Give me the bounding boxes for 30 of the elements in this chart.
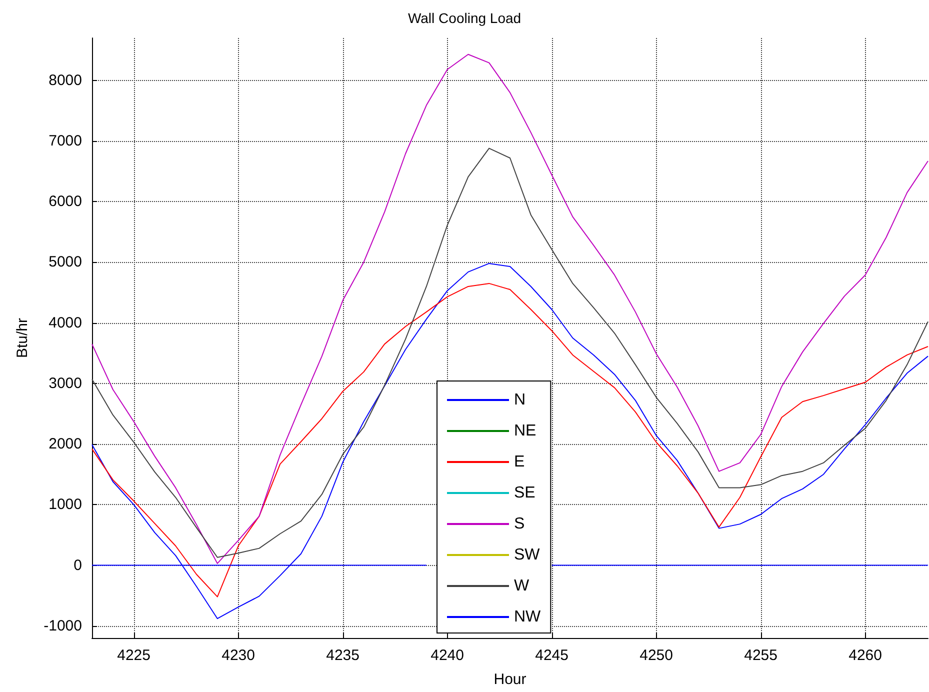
legend-label: SW	[514, 546, 541, 564]
x-tick-label: 4260	[848, 647, 882, 664]
x-tick-label: 4235	[326, 647, 360, 664]
legend-label: NE	[514, 422, 536, 440]
y-tick-label: 4000	[48, 314, 82, 332]
legend-label: W	[514, 578, 530, 594]
y-tick-label: 8000	[48, 72, 82, 89]
x-tick-label: 4245	[535, 647, 568, 664]
y-axis-title: Btu/hr	[14, 318, 31, 358]
y-tick-label: 3000	[48, 374, 82, 392]
line-series	[92, 54, 928, 564]
y-tick-label: 0	[74, 556, 82, 574]
y-tick-label: -1000	[44, 617, 82, 634]
legend-label: NW	[514, 608, 542, 626]
y-tick-label: 1000	[48, 496, 82, 514]
legend-label: E	[514, 454, 525, 470]
x-tick-label: 4250	[640, 647, 673, 664]
x-tick-label: 4230	[222, 647, 255, 664]
legend-label: SE	[514, 484, 536, 502]
y-tick-label: 6000	[48, 193, 82, 210]
x-tick-label: 4240	[430, 647, 464, 664]
y-tick-label: 2000	[48, 436, 82, 453]
x-axis-title: Hour	[494, 671, 526, 688]
y-tick-label: 5000	[48, 254, 82, 271]
x-tick-label: 4225	[117, 647, 150, 664]
legend-label: N	[514, 392, 526, 408]
chart-title: Wall Cooling Load	[408, 10, 522, 26]
y-tick-label: 7000	[48, 132, 82, 150]
legend-label: S	[514, 516, 525, 532]
x-tick-label: 4255	[744, 647, 778, 664]
